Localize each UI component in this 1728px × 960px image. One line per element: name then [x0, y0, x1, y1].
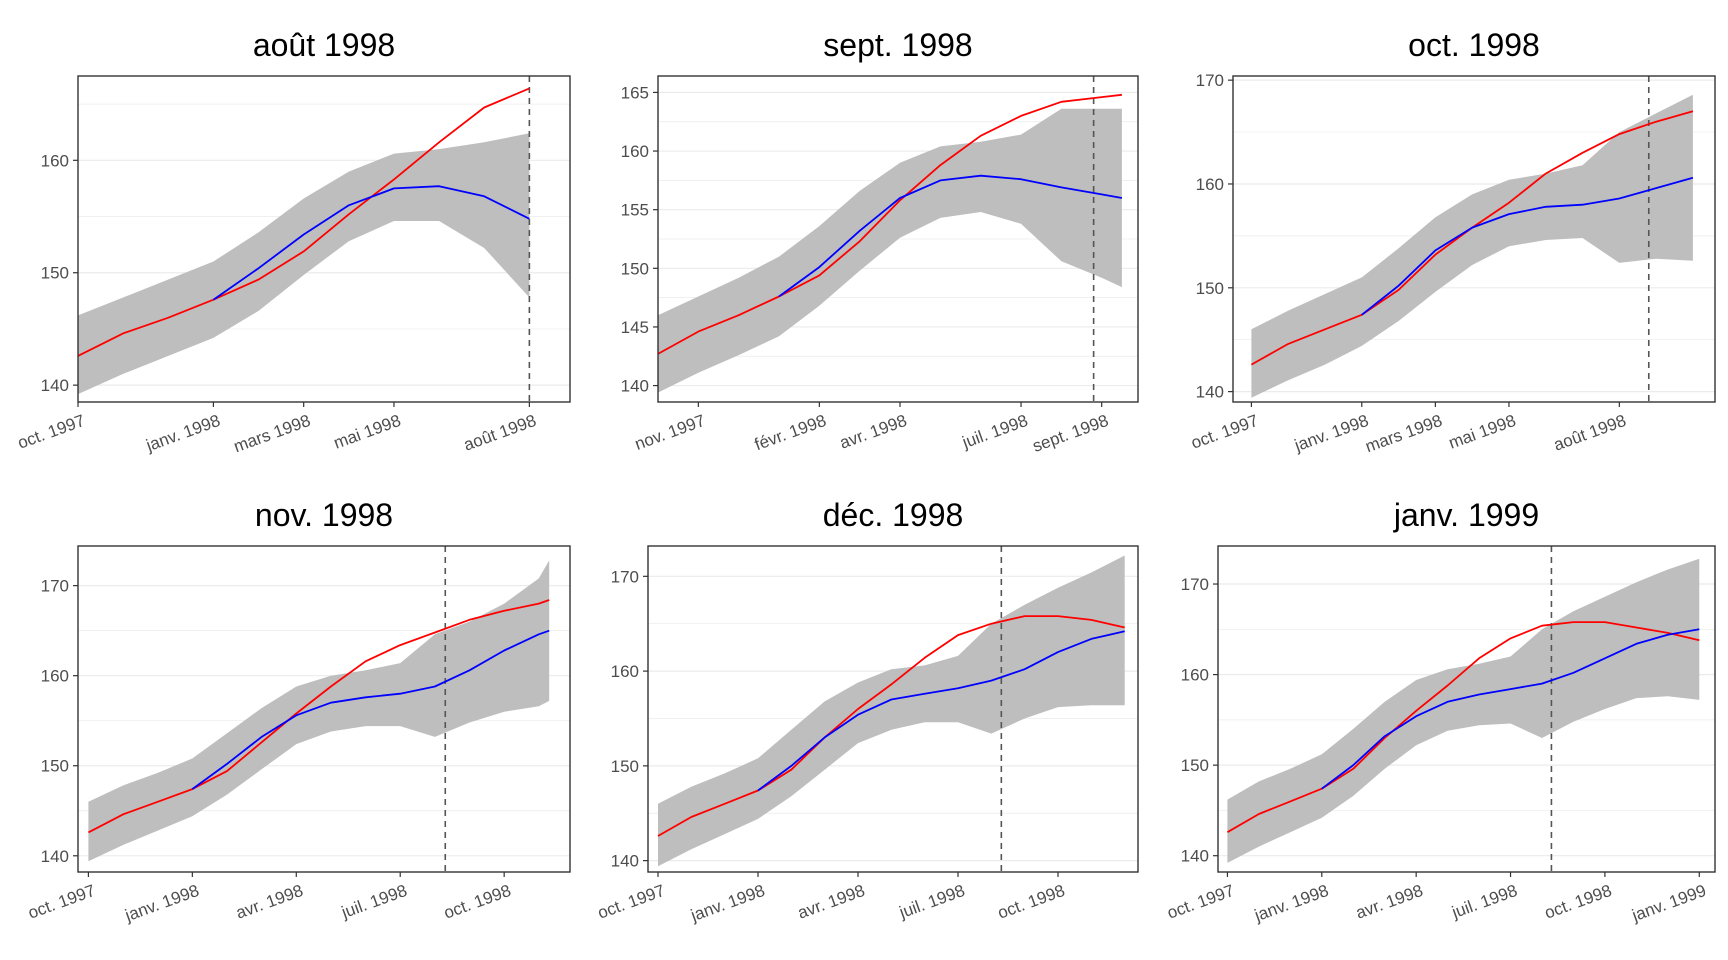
x-tick-label: janv. 1998 [143, 411, 223, 456]
observed-series-line [657, 93, 1123, 355]
x-tick-label: avr. 1998 [233, 881, 305, 923]
x-tick-label: janv. 1998 [122, 881, 202, 926]
y-tick-label: 145 [621, 318, 649, 337]
y-tick-label: 160 [1181, 666, 1209, 685]
confidence-band [658, 555, 1125, 867]
plot-frame [1232, 75, 1716, 403]
observed-series-line [657, 615, 1125, 837]
panel-title: sept. 1998 [823, 27, 972, 63]
y-tick-label: 160 [41, 667, 69, 686]
x-tick-label: juil. 1998 [959, 411, 1030, 452]
y-tick-label: 155 [621, 201, 649, 220]
forecast-series-line [1321, 628, 1700, 790]
observed-series-line [77, 87, 530, 357]
x-tick-label: oct. 1998 [1542, 881, 1614, 923]
confidence-band [1251, 94, 1693, 398]
confidence-band [658, 108, 1122, 393]
x-tick-label: oct. 1997 [1165, 881, 1237, 923]
observed-series-line [1226, 621, 1700, 833]
x-tick-label: janv. 1998 [1291, 411, 1371, 456]
plot-frame [657, 75, 1139, 403]
forecast-series-line [191, 629, 550, 790]
plot-frame [647, 545, 1139, 873]
y-tick-label: 150 [1196, 279, 1224, 298]
observed-series-line [87, 599, 550, 834]
confidence-band [88, 560, 550, 862]
y-tick-label: 160 [621, 142, 649, 161]
x-tick-label: oct. 1998 [995, 881, 1067, 923]
x-tick-label: mars 1998 [231, 411, 313, 456]
y-tick-label: 150 [611, 757, 639, 776]
y-tick-label: 140 [41, 376, 69, 395]
x-tick-label: janv. 1998 [687, 881, 767, 926]
x-tick-label: août 1998 [461, 411, 539, 455]
x-tick-label: juil. 1998 [896, 881, 967, 922]
plot-frame [77, 75, 571, 403]
forecast-series-line [212, 185, 530, 301]
y-tick-label: 160 [41, 151, 69, 170]
x-tick-label: avr. 1998 [837, 411, 909, 453]
x-tick-label: nov. 1997 [632, 411, 707, 454]
x-tick-label: août 1998 [1551, 411, 1629, 455]
panel-title: janv. 1999 [1393, 497, 1539, 533]
x-tick-label: oct. 1998 [441, 881, 513, 923]
panel-5: 140 150 160 170 oct. 1997 janv. 1998 avr. 1998… [595, 497, 1139, 926]
panel-title: nov. 1998 [255, 497, 393, 533]
x-tick-label: juil. 1998 [338, 881, 409, 922]
y-tick-label: 150 [41, 757, 69, 776]
x-tick-label: oct. 1997 [1189, 411, 1261, 453]
x-tick-label: oct. 1997 [595, 881, 667, 923]
y-tick-label: 140 [1196, 383, 1224, 402]
x-tick-label: oct. 1997 [26, 881, 98, 923]
panel-1: 140 150 160 oct. 1997 janv. 1998 mars 1998 mai… [15, 27, 571, 456]
x-tick-label: avr. 1998 [795, 881, 867, 923]
confidence-band [78, 133, 530, 395]
y-tick-label: 140 [41, 847, 69, 866]
panel-6: 140 150 160 170 oct. 1997 janv. 1998 avr. 1998… [1165, 497, 1716, 926]
forecast-series-line [1361, 176, 1694, 316]
y-tick-label: 150 [621, 259, 649, 278]
panel-title: août 1998 [253, 27, 395, 63]
y-tick-label: 150 [41, 264, 69, 283]
x-tick-label: janv. 1998 [1251, 881, 1331, 926]
y-tick-label: 140 [1181, 847, 1209, 866]
x-tick-label: avr. 1998 [1353, 881, 1425, 923]
forecast-series-line [778, 174, 1123, 298]
y-tick-label: 170 [1196, 71, 1224, 90]
x-tick-label: sept. 1998 [1030, 411, 1111, 456]
x-tick-label: oct. 1997 [15, 411, 87, 453]
x-tick-label: févr. 1998 [752, 411, 829, 454]
panel-title: oct. 1998 [1408, 27, 1540, 63]
plot-frame [77, 545, 571, 873]
y-tick-label: 170 [1181, 575, 1209, 594]
y-tick-label: 170 [41, 577, 69, 596]
y-tick-label: 165 [621, 83, 649, 102]
x-tick-label: mars 1998 [1363, 411, 1445, 456]
x-tick-label: mai 1998 [331, 411, 403, 453]
panel-4: 140 150 160 170 oct. 1997 janv. 1998 avr. 1998… [26, 497, 571, 926]
x-tick-label: janv. 1999 [1629, 881, 1709, 926]
confidence-band [1227, 558, 1700, 863]
y-tick-label: 140 [611, 852, 639, 871]
x-tick-label: juil. 1998 [1449, 881, 1520, 922]
y-tick-label: 160 [1196, 175, 1224, 194]
panel-title: déc. 1998 [823, 497, 964, 533]
plot-frame [1217, 545, 1716, 873]
y-tick-label: 160 [611, 662, 639, 681]
forecast-series-line [757, 630, 1125, 792]
x-tick-label: mai 1998 [1446, 411, 1518, 453]
panel-2: 140 145 150 155 160 165 nov. 1997 févr. 1998 avr… [621, 27, 1139, 456]
y-tick-label: 140 [621, 377, 649, 396]
y-tick-label: 170 [611, 567, 639, 586]
y-tick-label: 150 [1181, 756, 1209, 775]
